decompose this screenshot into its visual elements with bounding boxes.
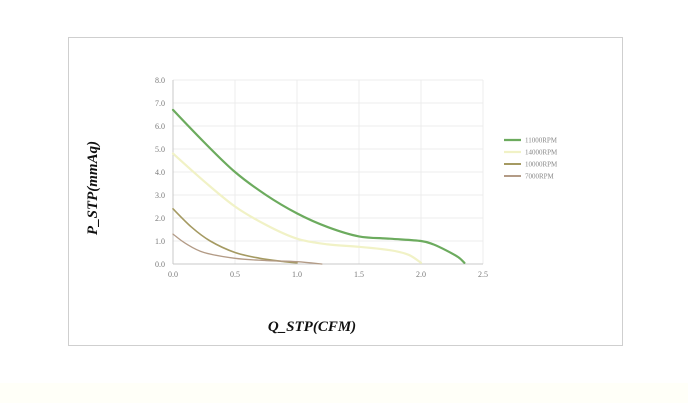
series-group — [171, 108, 466, 265]
x-axis-title: Q_STP(CFM) — [268, 319, 356, 335]
y-tick-label: 7.0 — [155, 99, 165, 108]
legend-label: 11000RPM — [525, 137, 558, 145]
y-tick-label: 0.0 — [155, 260, 165, 269]
axes: 0.0 0.5 1.0 1.5 2.0 2.5 0.0 1.0 2.0 3.0 4.0 5.0 6.0 7… — [155, 76, 488, 279]
x-tick-label: 0.0 — [168, 270, 178, 279]
y-tick-label: 5.0 — [155, 145, 165, 154]
y-tick-label: 2.0 — [155, 214, 165, 223]
legend: 11000RPM 14000RPM 10000RPM 7000RPM — [504, 137, 558, 181]
x-tick-label: 0.5 — [230, 270, 240, 279]
pressure-flow-chart: 0.0 0.5 1.0 1.5 2.0 2.5 0.0 1.0 2.0 3.0 4.0 5.0 6.0 7… — [85, 76, 558, 335]
legend-label: 7000RPM — [525, 173, 555, 181]
x-tick-label: 2.5 — [478, 270, 488, 279]
series-line-7000rpm — [172, 233, 323, 265]
series-line-11000rpm — [171, 108, 466, 264]
x-tick-label: 2.0 — [416, 270, 426, 279]
legend-label: 14000RPM — [525, 149, 558, 157]
grid — [172, 79, 484, 265]
legend-label: 10000RPM — [525, 161, 558, 169]
x-tick-label: 1.0 — [292, 270, 302, 279]
y-tick-label: 1.0 — [155, 237, 165, 246]
y-axis-title: P_STP(mmAq) — [85, 141, 101, 235]
y-tick-label: 8.0 — [155, 76, 165, 85]
bottom-strip — [0, 383, 688, 403]
y-tick-label: 3.0 — [155, 191, 165, 200]
series-line-14000rpm — [171, 152, 423, 264]
chart-frame: 0.0 0.5 1.0 1.5 2.0 2.5 0.0 1.0 2.0 3.0 4.0 5.0 6.0 7… — [68, 37, 623, 346]
y-tick-label: 6.0 — [155, 122, 165, 131]
x-tick-label: 1.5 — [354, 270, 364, 279]
y-tick-label: 4.0 — [155, 168, 165, 177]
